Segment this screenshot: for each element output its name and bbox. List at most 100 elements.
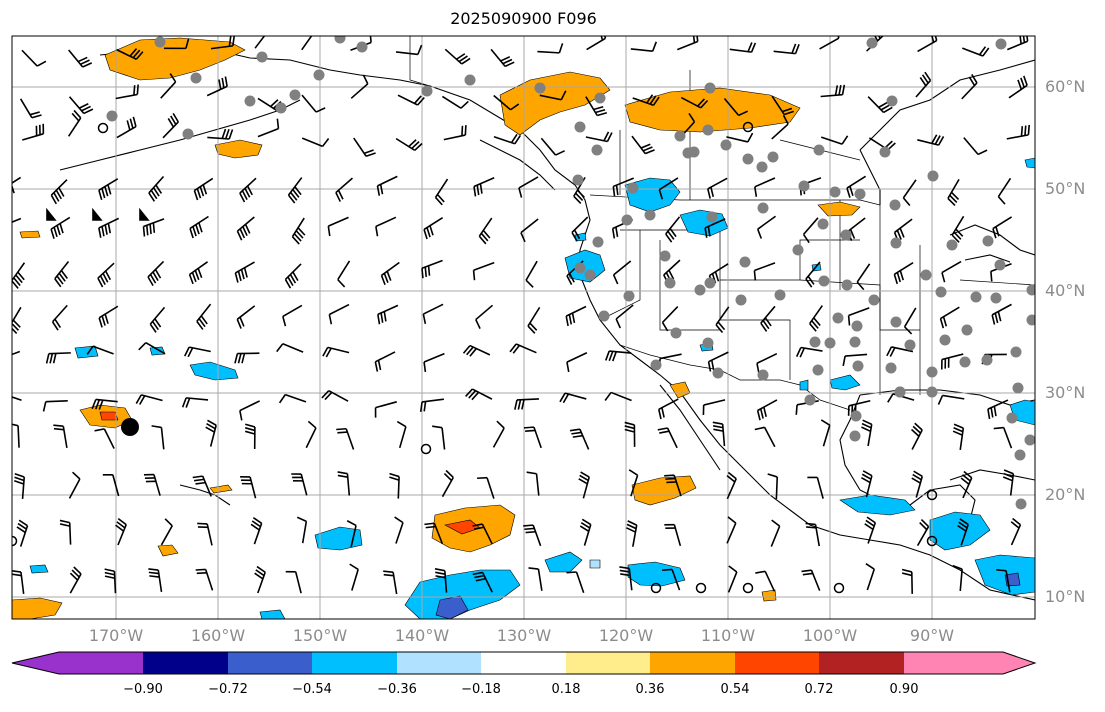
wind-barb [377, 175, 398, 187]
wind-barb-feather [659, 430, 670, 434]
wind-barb [68, 96, 85, 114]
wind-barb-feather [12, 229, 13, 233]
wind-barb-feather [383, 311, 387, 322]
wind-barb-feather [714, 271, 720, 282]
wind-barb-feather [383, 573, 394, 577]
wind-barb [992, 216, 1013, 230]
wind-barb-feather [795, 404, 798, 415]
wind-barb-feather [662, 568, 673, 572]
wind-barb [12, 217, 22, 224]
wind-barb [287, 177, 303, 196]
wind-barb-feather [12, 319, 21, 328]
wind-barb [773, 50, 796, 55]
wind-barb [95, 398, 118, 403]
wind-barb-feather [383, 273, 389, 283]
lat-label-30n: 30°N [1045, 383, 1086, 402]
wind-barb-feather [963, 470, 973, 479]
wind-barb-feather [241, 190, 248, 200]
wind-barb-feather [791, 43, 797, 54]
station-marker [670, 327, 682, 339]
wind-barb-feather [185, 397, 191, 408]
wind-barb-feather [138, 342, 147, 351]
wind-barb [103, 428, 115, 449]
wind-barb [816, 477, 824, 499]
wind-barb-feather [612, 186, 616, 197]
wind-barb-feather [237, 270, 242, 282]
wind-barb-feather [727, 471, 737, 480]
wind-barb-feather [287, 194, 296, 204]
station-marker [1014, 449, 1026, 461]
wind-barb-feather [626, 527, 636, 533]
wind-barb-feather [148, 568, 159, 571]
wind-barb [903, 307, 917, 328]
wind-barb [21, 476, 26, 500]
wind-barb-feather [71, 569, 80, 578]
wind-barb-feather [294, 186, 302, 196]
wind-barb [328, 216, 349, 227]
wind-barb-feather [478, 235, 487, 245]
wind-barb [582, 476, 590, 499]
station-marker [981, 354, 993, 366]
station-marker [812, 364, 824, 376]
wind-barb-feather [461, 125, 464, 136]
wind-barb [942, 394, 965, 400]
lon-label-170w: 170°W [88, 626, 144, 645]
wind-barb-feather [419, 401, 423, 412]
wind-barb-feather [813, 317, 821, 327]
station-marker [850, 410, 862, 422]
wind-barb-feather [289, 274, 297, 284]
wind-barb-feather [12, 569, 22, 573]
wind-barb [395, 51, 418, 56]
wind-barb-feather [514, 399, 518, 410]
wind-barb [493, 135, 516, 145]
wind-barb-feather [284, 279, 292, 289]
station-marker [885, 362, 897, 374]
calm-marker [742, 582, 754, 594]
wind-barb [236, 305, 256, 320]
wind-barb-feather [427, 265, 431, 276]
wind-barb-feather [1024, 125, 1027, 136]
lon-label-90w: 90°W [909, 626, 955, 645]
wind-barb [444, 570, 448, 593]
wind-barb-feather [132, 49, 141, 59]
wind-barb-feather [646, 94, 654, 104]
wind-barb-feather [414, 142, 423, 151]
wind-barb-pennant [92, 207, 103, 221]
wind-barb-feather [195, 568, 206, 571]
station-marker [767, 151, 779, 163]
wind-barb-feather [619, 569, 630, 573]
wind-barb [490, 48, 506, 67]
wind-barb [866, 568, 876, 591]
station-marker [742, 153, 754, 165]
wind-barb-feather [321, 390, 330, 399]
wind-barb-feather [196, 571, 207, 575]
station-marker [854, 188, 866, 200]
wind-barb-feather [575, 192, 584, 201]
wind-barb-feather [151, 425, 162, 429]
wind-barb-feather [152, 187, 160, 197]
wind-barb-feather [152, 271, 159, 282]
station-marker [1015, 498, 1027, 510]
calm-marker [420, 443, 432, 455]
wind-barb [188, 346, 211, 353]
wind-barb [764, 570, 776, 592]
wind-barb-feather [649, 95, 657, 105]
wind-barb [473, 261, 495, 272]
wind-barb-feather [960, 477, 970, 485]
wind-barb-feather [807, 275, 815, 285]
wind-barb-feather [764, 317, 772, 327]
station-marker [995, 38, 1007, 50]
wind-barb-feather [50, 194, 57, 205]
wind-barb [327, 346, 350, 354]
station-marker [879, 146, 891, 158]
wind-barb [204, 569, 214, 591]
wind-barb-feather [53, 227, 58, 238]
wind-barb-feather [518, 187, 523, 198]
wind-barb [423, 303, 444, 315]
wind-barb-feather [595, 108, 606, 114]
wind-barb [305, 427, 317, 449]
station-marker [598, 310, 610, 322]
wind-barb-feather [901, 572, 913, 577]
wind-barb-feather [464, 125, 467, 136]
station-marker [674, 130, 686, 142]
